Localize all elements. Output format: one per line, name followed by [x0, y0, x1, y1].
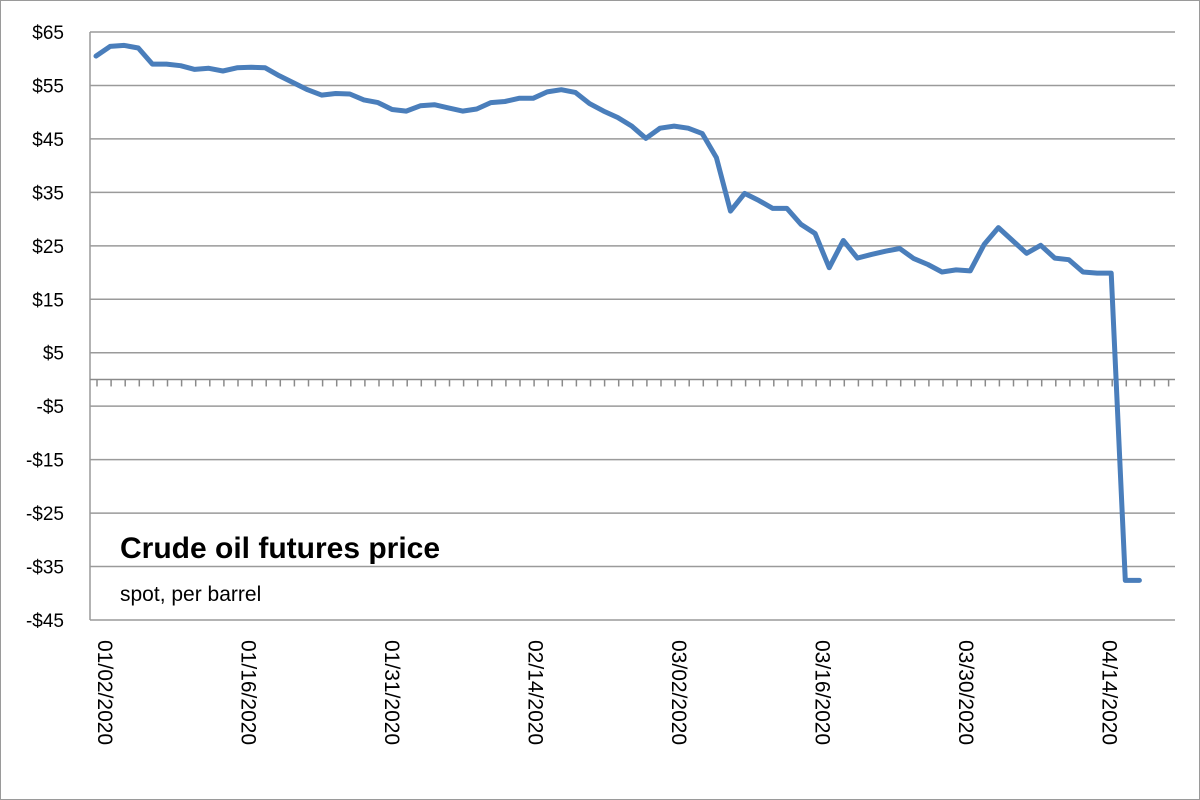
x-tick-label: 03/30/2020	[954, 640, 977, 745]
x-tick-label: 02/14/2020	[524, 640, 547, 745]
y-tick-label: -$45	[26, 611, 64, 632]
x-tick-label: 03/02/2020	[667, 640, 690, 745]
x-tick-label: 01/16/2020	[237, 640, 260, 745]
y-axis-tick-labels: $65 $55 $45 $35 $25 $15 $5 -$5 -$15 -$25 -$35 -$45	[26, 23, 64, 632]
x-tick-label: 04/14/2020	[1098, 640, 1121, 745]
y-tick-label: $35	[32, 183, 64, 204]
x-axis-tick-labels: 01/02/2020 01/16/2020 01/31/2020 02/14/2020…	[93, 640, 1121, 745]
gridlines	[90, 31, 1175, 621]
y-tick-label: $5	[43, 344, 64, 365]
y-tick-label: $15	[32, 290, 64, 311]
y-tick-label: -$35	[26, 558, 64, 579]
y-tick-label: $45	[32, 130, 64, 151]
series	[93, 42, 1142, 583]
y-tick-label: $65	[32, 23, 64, 44]
x-tick-label: 01/02/2020	[93, 640, 116, 745]
y-tick-label: $55	[32, 76, 64, 97]
axes	[89, 32, 1175, 620]
y-tick-label: -$15	[26, 451, 64, 472]
x-tick-label: 03/16/2020	[811, 640, 834, 745]
y-tick-label: -$5	[37, 397, 64, 418]
chart-subtitle: spot, per barrel	[120, 583, 261, 606]
series-line	[93, 42, 1142, 583]
y-tick-label: $25	[32, 237, 64, 258]
x-tick-label: 01/31/2020	[380, 640, 403, 745]
chart-title: Crude oil futures price	[120, 532, 440, 565]
y-tick-label: -$25	[26, 504, 64, 525]
